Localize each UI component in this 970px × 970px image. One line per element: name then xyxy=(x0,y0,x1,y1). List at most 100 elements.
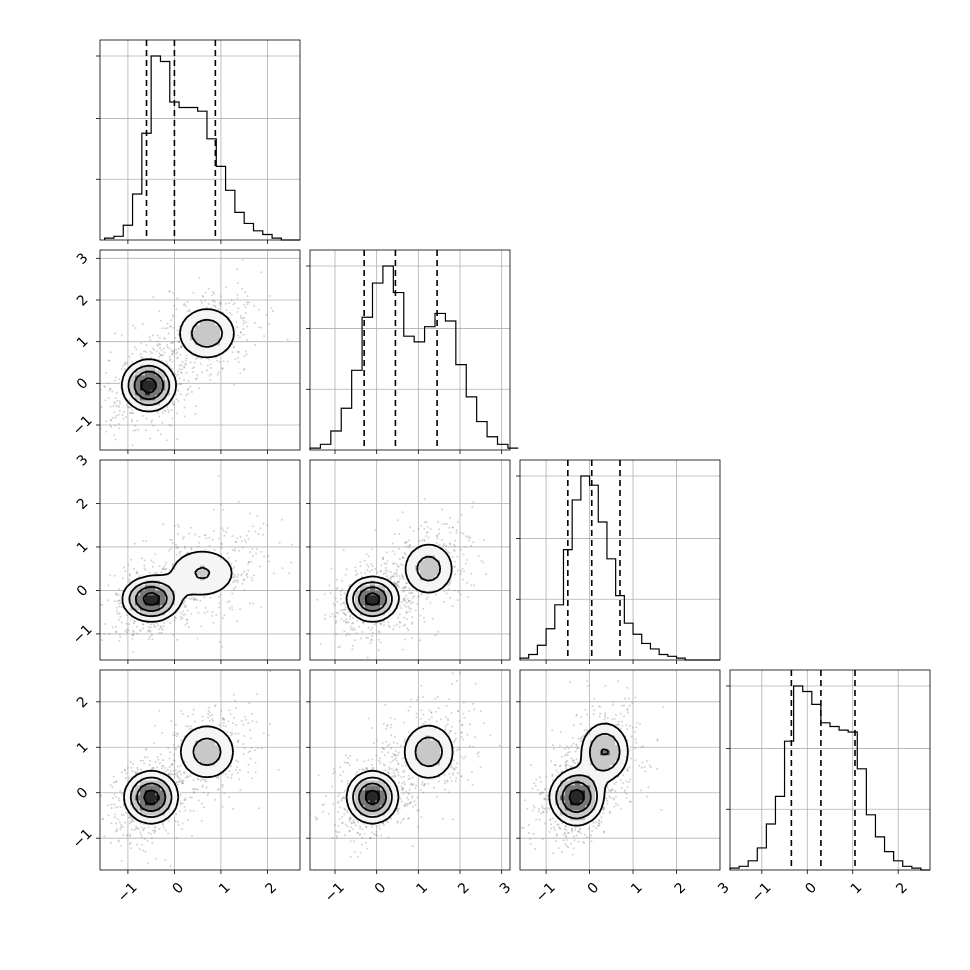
scatter-point xyxy=(192,809,195,812)
scatter-point xyxy=(337,811,340,813)
scatter-point xyxy=(176,356,179,359)
scatter-point xyxy=(217,777,219,780)
scatter-point xyxy=(423,498,426,500)
scatter-point xyxy=(456,762,459,765)
scatter-point xyxy=(117,797,120,800)
scatter-point xyxy=(248,561,251,563)
density-cell xyxy=(125,795,131,801)
scatter-point xyxy=(162,411,164,414)
density-cell xyxy=(200,750,206,756)
density-cell xyxy=(435,580,441,586)
scatter-point xyxy=(169,769,172,772)
density-cell xyxy=(370,615,376,621)
density-cell xyxy=(225,325,231,331)
scatter-point xyxy=(184,798,187,801)
scatter-point xyxy=(409,801,412,804)
scatter-point xyxy=(389,761,392,764)
scatter-point xyxy=(173,619,176,622)
scatter-point xyxy=(198,276,201,279)
scatter-point xyxy=(401,556,404,559)
density-cell xyxy=(165,380,171,386)
scatter-point xyxy=(332,602,335,605)
scatter-point xyxy=(124,363,127,366)
scatter-point xyxy=(412,805,415,808)
scatter-point xyxy=(464,545,467,548)
density-cell xyxy=(220,340,226,346)
scatter-point xyxy=(342,602,345,604)
scatter-point xyxy=(451,772,454,775)
scatter-point xyxy=(447,791,450,794)
scatter-point xyxy=(254,344,257,346)
scatter-point xyxy=(120,844,123,847)
scatter-point xyxy=(140,355,143,358)
scatter-point xyxy=(110,807,113,810)
scatter-point xyxy=(454,780,457,783)
panel-frame xyxy=(99,249,301,451)
density-cell xyxy=(170,795,176,801)
scatter-point xyxy=(193,361,196,364)
density-cell xyxy=(200,765,206,771)
scatter-point xyxy=(365,553,368,556)
scatter-point xyxy=(382,747,385,750)
scatter-point xyxy=(403,597,406,600)
density-cell xyxy=(200,560,206,566)
density-cell xyxy=(145,780,151,786)
scatter-point xyxy=(424,521,426,524)
scatter-point xyxy=(226,552,229,555)
scatter-point xyxy=(113,600,116,603)
scatter-point xyxy=(207,303,210,305)
scatter-point xyxy=(188,310,191,313)
scatter-point xyxy=(250,777,253,780)
scatter-point xyxy=(392,562,395,565)
scatter-point xyxy=(180,618,183,621)
scatter-point xyxy=(184,604,187,607)
scatter-point xyxy=(362,621,365,624)
density-cell xyxy=(185,755,191,761)
scatter-point xyxy=(218,606,220,609)
density-cell xyxy=(380,585,386,591)
scatter-point xyxy=(149,339,152,342)
histogram-panel-1 xyxy=(306,249,519,454)
density-cell xyxy=(130,400,136,406)
scatter-point xyxy=(137,827,140,830)
scatter-point xyxy=(461,724,464,727)
scatter-point xyxy=(165,439,168,442)
scatter-point xyxy=(253,304,256,307)
scatter-point xyxy=(126,834,129,837)
scatter-point xyxy=(217,475,220,478)
scatter-point xyxy=(409,544,412,547)
density-cell xyxy=(130,390,136,396)
scatter-point xyxy=(141,415,144,417)
density-cell xyxy=(225,740,231,746)
density-cell xyxy=(360,610,366,616)
scatter-point xyxy=(409,592,412,595)
scatter-point xyxy=(103,633,106,635)
scatter-point xyxy=(131,412,134,415)
scatter-point xyxy=(183,605,186,608)
scatter-point xyxy=(100,794,102,797)
density-cell xyxy=(215,350,221,356)
scatter-point xyxy=(125,811,128,814)
density-cell xyxy=(195,755,201,761)
density-cell xyxy=(200,730,206,736)
scatter-point xyxy=(455,766,458,769)
density-cell xyxy=(155,375,161,381)
scatter-point xyxy=(396,519,399,522)
density-cell xyxy=(435,565,441,571)
scatter-point xyxy=(194,378,197,381)
scatter-point xyxy=(170,764,173,766)
scatter-point xyxy=(160,627,163,630)
scatter-point xyxy=(168,290,171,293)
scatter-point xyxy=(207,713,210,716)
scatter-point xyxy=(187,392,189,395)
density-cell xyxy=(205,555,211,561)
scatter-point xyxy=(176,775,179,778)
scatter-point xyxy=(128,406,131,409)
scatter-point xyxy=(177,347,180,350)
scatter-point xyxy=(247,771,250,774)
scatter-point xyxy=(418,594,421,597)
density-cell xyxy=(210,320,216,326)
scatter-point xyxy=(196,356,199,359)
scatter-point xyxy=(445,544,448,547)
panel-frame xyxy=(309,249,511,451)
